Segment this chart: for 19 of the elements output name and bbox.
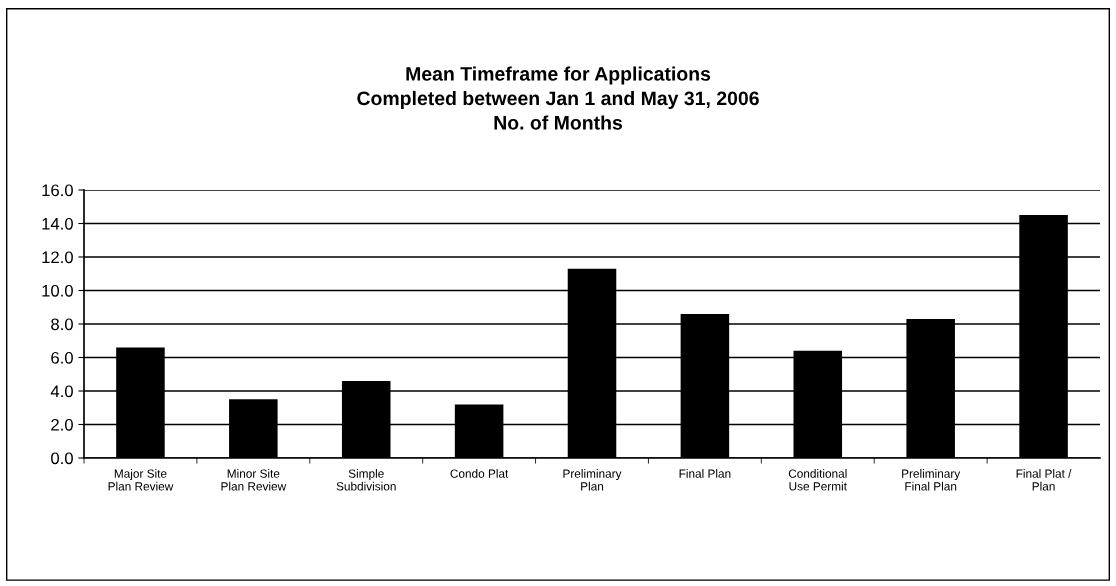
chart-title: Mean Timeframe for Applications Completed between Jan 1 and May 31, 2006 No. of Months: [357, 66, 759, 130]
y-tick-label: 12.0: [42, 251, 73, 264]
y-tick-label: 6.0: [51, 351, 73, 364]
y-tick-label: 4.0: [50, 385, 73, 398]
x-tick-label: Preliminary Plan: [563, 469, 622, 491]
x-tick-label: Condo Plat: [450, 469, 509, 478]
x-tick-label: Major Site Plan Review: [108, 469, 174, 491]
x-tick-label: Final Plan: [679, 469, 731, 478]
x-tick-label: Conditional Use Permit: [788, 469, 847, 491]
y-tick-label: 10.0: [42, 284, 73, 297]
y-tick-label: 16.0: [42, 184, 73, 197]
x-tick-label: Minor Site Plan Review: [221, 469, 287, 491]
x-tick-label: Final Plat / Plan: [1016, 469, 1072, 491]
x-tick-label: Simple Subdivision: [336, 469, 396, 491]
x-tick-label: Preliminary Final Plan: [902, 469, 961, 491]
y-tick-label: 8.0: [51, 318, 73, 331]
y-tick-label: 14.0: [42, 217, 73, 230]
y-tick-label: 2.0: [51, 418, 73, 431]
y-tick-label: 0.0: [51, 452, 73, 465]
